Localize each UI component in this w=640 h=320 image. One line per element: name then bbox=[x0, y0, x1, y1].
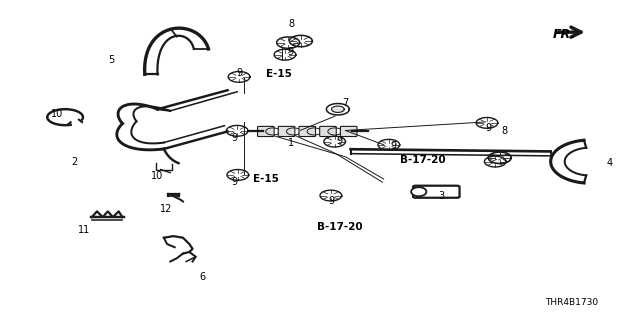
Text: 6: 6 bbox=[199, 272, 205, 282]
Text: 3: 3 bbox=[438, 191, 444, 202]
FancyBboxPatch shape bbox=[299, 126, 316, 137]
Text: 4: 4 bbox=[607, 158, 613, 168]
Text: E-15: E-15 bbox=[253, 174, 279, 184]
Text: B-17-20: B-17-20 bbox=[399, 155, 445, 165]
Text: E-15: E-15 bbox=[266, 69, 292, 79]
Text: 9: 9 bbox=[328, 196, 335, 206]
Text: 9: 9 bbox=[486, 123, 492, 133]
Text: 9: 9 bbox=[336, 136, 342, 146]
FancyBboxPatch shape bbox=[413, 186, 460, 198]
Text: 1: 1 bbox=[288, 138, 294, 148]
Text: 9: 9 bbox=[236, 68, 242, 78]
Text: 8: 8 bbox=[502, 126, 508, 136]
FancyBboxPatch shape bbox=[278, 126, 295, 137]
Text: 7: 7 bbox=[342, 98, 349, 108]
Text: 9: 9 bbox=[231, 177, 237, 187]
Text: 9: 9 bbox=[287, 47, 293, 57]
FancyBboxPatch shape bbox=[320, 126, 336, 137]
Text: FR.: FR. bbox=[552, 28, 576, 41]
Text: 2: 2 bbox=[72, 156, 78, 167]
Text: 12: 12 bbox=[159, 204, 172, 214]
Text: 11: 11 bbox=[78, 225, 90, 235]
Text: 10: 10 bbox=[51, 109, 63, 119]
Text: 5: 5 bbox=[109, 55, 115, 65]
Ellipse shape bbox=[411, 187, 426, 196]
FancyBboxPatch shape bbox=[340, 126, 357, 137]
Text: 9: 9 bbox=[390, 141, 396, 151]
Text: B-17-20: B-17-20 bbox=[317, 222, 362, 232]
Text: 9: 9 bbox=[231, 133, 237, 143]
Text: THR4B1730: THR4B1730 bbox=[545, 298, 598, 307]
Text: 10: 10 bbox=[152, 171, 164, 181]
Text: 8: 8 bbox=[288, 19, 294, 28]
FancyBboxPatch shape bbox=[257, 126, 274, 137]
